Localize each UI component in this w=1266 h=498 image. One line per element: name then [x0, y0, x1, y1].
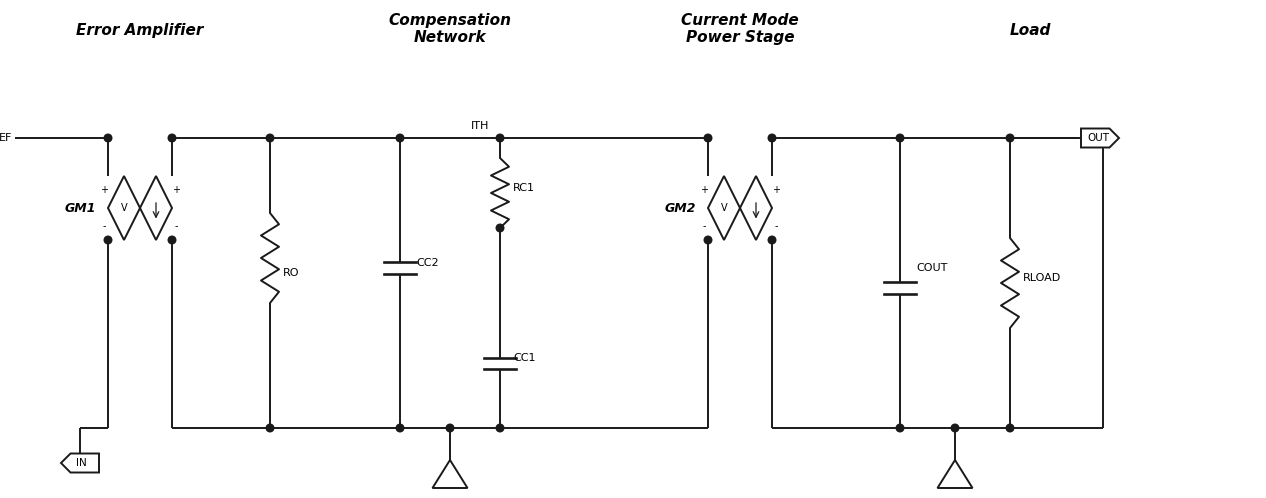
Circle shape — [704, 236, 711, 244]
Circle shape — [446, 424, 453, 432]
Circle shape — [396, 424, 404, 432]
Text: Load: Load — [1009, 23, 1051, 38]
Circle shape — [896, 424, 904, 432]
Circle shape — [104, 134, 111, 142]
Text: GM1: GM1 — [65, 202, 96, 215]
Text: -: - — [175, 221, 177, 231]
Text: Compensation
Network: Compensation Network — [389, 13, 511, 45]
Circle shape — [396, 134, 404, 142]
Text: GM2: GM2 — [665, 202, 696, 215]
Text: RC1: RC1 — [513, 183, 536, 193]
Circle shape — [768, 134, 776, 142]
Text: OUT: OUT — [1087, 133, 1109, 143]
Text: -: - — [703, 221, 705, 231]
Circle shape — [266, 424, 273, 432]
Text: V: V — [120, 203, 128, 213]
Text: -: - — [775, 221, 777, 231]
Circle shape — [168, 236, 176, 244]
Text: RO: RO — [284, 268, 300, 278]
Text: CC1: CC1 — [513, 353, 536, 363]
Text: EF: EF — [0, 133, 11, 143]
Text: ITH: ITH — [471, 121, 489, 131]
Circle shape — [104, 236, 111, 244]
Text: RLOAD: RLOAD — [1023, 273, 1061, 283]
Circle shape — [496, 134, 504, 142]
Text: Current Mode
Power Stage: Current Mode Power Stage — [681, 13, 799, 45]
Text: +: + — [772, 185, 780, 195]
Text: CC2: CC2 — [417, 258, 438, 268]
Text: +: + — [700, 185, 708, 195]
Circle shape — [1006, 134, 1014, 142]
Circle shape — [704, 134, 711, 142]
Circle shape — [951, 424, 958, 432]
Text: Error Amplifier: Error Amplifier — [76, 23, 204, 38]
Text: V: V — [720, 203, 727, 213]
Polygon shape — [1081, 128, 1119, 147]
Text: IN: IN — [76, 458, 86, 468]
Polygon shape — [61, 454, 99, 473]
Circle shape — [266, 134, 273, 142]
Circle shape — [896, 134, 904, 142]
Circle shape — [1006, 424, 1014, 432]
Circle shape — [768, 236, 776, 244]
Text: -: - — [103, 221, 106, 231]
Text: +: + — [100, 185, 108, 195]
Text: COUT: COUT — [917, 263, 947, 273]
Text: +: + — [172, 185, 180, 195]
Circle shape — [496, 224, 504, 232]
Circle shape — [168, 134, 176, 142]
Circle shape — [496, 424, 504, 432]
